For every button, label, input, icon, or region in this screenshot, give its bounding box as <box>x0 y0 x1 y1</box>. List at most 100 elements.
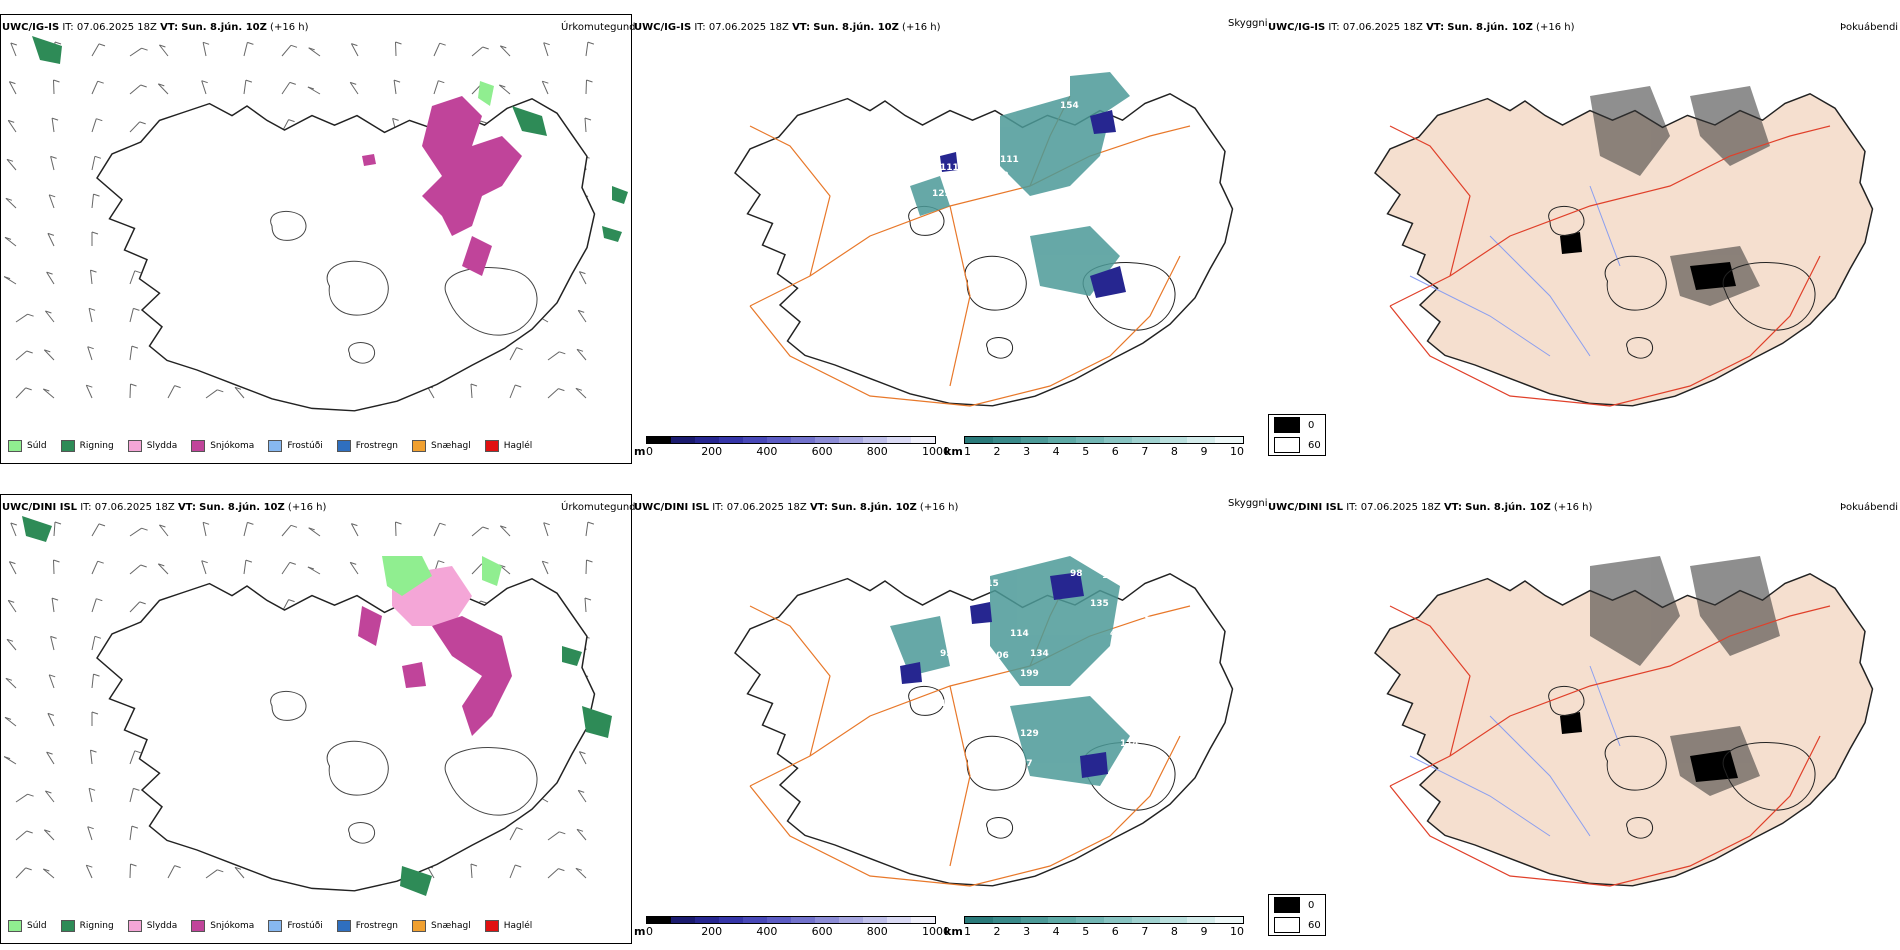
colorbar-meters-top: m 0 200 400 600 800 1000 <box>634 436 950 464</box>
wind-barb <box>129 788 134 803</box>
wind-barb <box>509 827 518 841</box>
wind-barb <box>46 271 55 285</box>
wind-barb-flag <box>25 867 32 871</box>
colorbar-tick: 8 <box>1170 445 1178 458</box>
wind-barb <box>585 559 587 575</box>
colorbar-segment <box>743 917 767 923</box>
fog-legend-label: 60 <box>1308 439 1321 451</box>
wind-barb-flag <box>482 46 489 50</box>
fog-map-svg <box>1374 86 1874 407</box>
visibility-value-label: 115 <box>1110 211 1129 221</box>
wind-barb-flag <box>97 80 104 84</box>
colorbar-tick: 0 <box>646 925 653 938</box>
wind-barb-flag <box>158 563 165 567</box>
wind-barb <box>46 751 55 765</box>
visibility-value-label: 147 <box>980 135 999 145</box>
wind-barb-flag <box>438 80 445 84</box>
wind-barb-flag <box>542 80 549 84</box>
wind-barb-flag <box>439 42 446 46</box>
wind-barb <box>541 80 549 95</box>
fog-legend-row: 0 <box>1269 895 1325 915</box>
wind-barb-flag <box>587 41 595 45</box>
wind-barb-flag <box>395 41 402 45</box>
colorbar-segment <box>965 917 993 923</box>
vt-value: Sun. 8.jún. 10Z <box>831 502 917 513</box>
wind-barb-flag <box>141 47 148 51</box>
wind-barb <box>42 868 55 879</box>
visibility-map-top: 160 154 206 147 111 172 111 129 115 280 25 <box>650 36 1250 426</box>
wind-barb <box>43 829 55 841</box>
colorbar-segment <box>1187 437 1216 443</box>
colorbar-segment <box>815 917 839 923</box>
fog-map-bottom <box>1290 516 1890 906</box>
legend-label: Slydda <box>146 921 178 931</box>
wind-barb <box>159 44 169 57</box>
wind-barb-flag <box>174 865 181 869</box>
wind-barb-flag <box>43 388 50 392</box>
wind-barb <box>205 869 218 879</box>
wind-barb-flag <box>245 79 253 83</box>
wind-barb <box>4 717 17 727</box>
legend-label: Frostúði <box>287 921 323 931</box>
legend-swatch <box>484 440 499 452</box>
wind-barb <box>395 41 397 57</box>
wind-barb <box>15 313 28 323</box>
wind-barb-flag <box>4 716 12 720</box>
wind-barb <box>10 42 17 57</box>
wind-barb-flag <box>392 117 399 121</box>
lead-time: (+16 h) <box>287 502 327 513</box>
colorbar-tick: 9 <box>1200 445 1208 458</box>
visibility-value-label: 25 <box>880 111 893 121</box>
colorbar-segment <box>839 917 863 923</box>
wind-barb <box>53 79 55 95</box>
colorbar-strip <box>964 436 1244 444</box>
visibility-value-label: 105 <box>1102 571 1121 581</box>
colorbar-tick: 10 <box>1230 925 1244 938</box>
wind-barb-flag <box>43 868 50 872</box>
vt-label: VT: <box>792 22 811 33</box>
wind-barb-flag <box>516 827 523 831</box>
precip-panel-frame-top <box>0 14 632 464</box>
wind-barb <box>48 674 55 689</box>
visibility-value-label: 111 <box>940 163 959 173</box>
vt-value: Sun. 8.jún. 10Z <box>1465 502 1551 513</box>
wind-barb-flag <box>307 86 315 90</box>
wind-barb <box>509 347 518 361</box>
fog-legend-swatch <box>1274 897 1300 913</box>
wind-barb-flag <box>579 751 586 755</box>
wind-barb-flag <box>140 84 147 88</box>
wind-barb <box>51 118 55 133</box>
colorbar-segment <box>992 437 1021 443</box>
wind-barb <box>129 863 131 879</box>
wind-barb <box>91 118 97 133</box>
precip-map-svg <box>3 516 612 896</box>
wind-barb <box>129 826 133 841</box>
wind-barb <box>90 270 93 285</box>
colorbar-km-bottom: km 1 2 3 4 5 6 7 8 9 10 <box>944 916 1244 944</box>
visibility-value-label: 106 <box>990 651 1009 661</box>
wind-barb-flag <box>134 750 141 754</box>
legend-label: Súld <box>27 441 47 451</box>
wind-barb-flag <box>97 560 104 564</box>
fog-dark <box>1560 232 1736 290</box>
wind-barb-flag <box>90 269 97 273</box>
fog-header-top: UWC/IG-IS IT: 07.06.2025 18Z VT: Sun. 8.… <box>1268 22 1574 34</box>
wind-barb-flag <box>133 307 140 311</box>
colorbar-tick: 7 <box>1141 925 1149 938</box>
wind-barb-flag <box>201 560 208 564</box>
wind-barb-flag <box>308 47 315 51</box>
colorbar-segment <box>1103 917 1132 923</box>
it-value: 07.06.2025 18Z <box>1360 502 1441 513</box>
precip-map-bottom <box>2 516 630 916</box>
colorbar-tick: 400 <box>756 445 778 458</box>
wind-barb-flag <box>98 523 106 527</box>
colorbar-segment <box>1215 437 1243 443</box>
legend-swatch <box>484 920 499 932</box>
wind-barb-flag <box>480 120 487 124</box>
it-label: IT: <box>80 502 92 513</box>
wind-barb-flag <box>247 521 254 525</box>
it-value: 07.06.2025 18Z <box>726 502 807 513</box>
wind-barb <box>88 788 93 803</box>
wind-barb-flag <box>93 193 100 197</box>
